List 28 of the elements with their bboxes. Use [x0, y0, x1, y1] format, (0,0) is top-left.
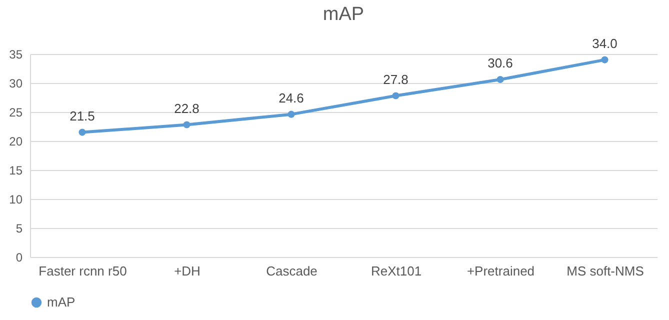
legend-label: mAP — [47, 294, 76, 310]
y-tick-label: 35 — [9, 48, 23, 62]
x-tick-label: +DH — [174, 264, 200, 278]
x-tick-label: +Pretrained — [466, 264, 535, 278]
data-label: 30.6 — [488, 56, 513, 71]
point — [78, 128, 86, 136]
point — [496, 76, 504, 84]
data-label: 34.0 — [592, 36, 618, 51]
data-label: 27.8 — [383, 72, 408, 87]
point — [601, 56, 608, 64]
y-tick-label: 15 — [9, 164, 23, 178]
point — [288, 110, 295, 118]
y-tick-label: 25 — [9, 106, 23, 120]
y-tick-label: 10 — [9, 192, 23, 206]
point — [183, 121, 190, 128]
x-tick-label: Cascade — [266, 264, 318, 278]
data-label: 21.5 — [70, 108, 95, 124]
y-tick-label: 0 — [16, 250, 23, 264]
y-tick-label: 30 — [9, 76, 23, 90]
x-tick-label: ReXt101 — [370, 264, 422, 278]
y-tick-label: 5 — [16, 222, 23, 236]
chart-title: mAP — [322, 4, 364, 25]
y-tick-label: 20 — [9, 134, 23, 148]
x-tick-label: Faster rcnn r50 — [38, 264, 127, 278]
point — [392, 92, 400, 100]
data-label: 22.8 — [174, 100, 200, 116]
data-label: 24.6 — [278, 90, 304, 106]
x-tick-label: MS soft-NMS — [566, 264, 644, 278]
